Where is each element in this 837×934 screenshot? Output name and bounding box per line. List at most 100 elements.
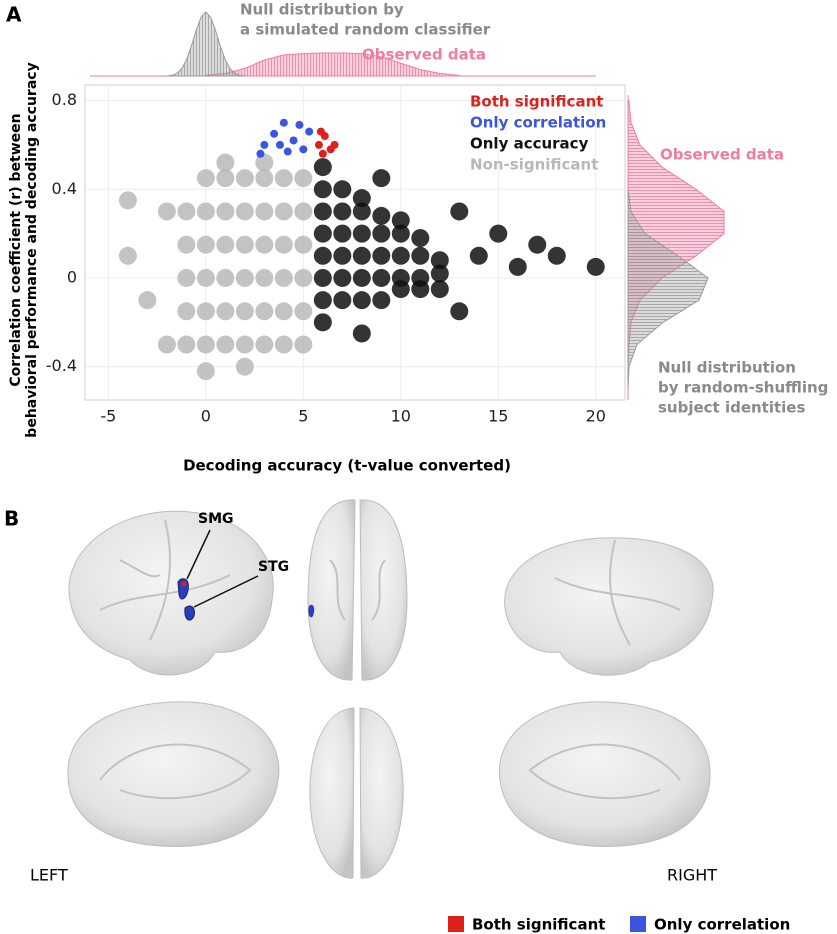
annotation: Null distribution by [240,1,404,19]
scatter-point [118,191,137,210]
callouts [186,529,259,608]
scatter-point [255,335,274,354]
scatter-point [352,189,371,208]
y-axis-label: behavioral performance and decoding accu… [24,62,40,437]
scatter-point [372,206,391,225]
scatter-point [333,202,352,221]
significant-regions [177,578,315,621]
scatter-point [333,246,352,265]
scatter-point [333,224,352,243]
panel-label: A [6,3,22,27]
marginal-distribution [627,189,709,389]
scatter-point [313,224,332,243]
stg-region [184,605,195,621]
scatter-point [313,246,332,265]
scatter-point [391,268,410,287]
scatter-point [372,169,391,188]
legend-entry: Both significant [472,916,605,934]
marginal-distribution [166,11,245,77]
scatter-point [489,224,508,243]
scatter-point [177,268,196,287]
scatter-point [352,291,371,310]
brain-surfaces [67,499,714,879]
scatter-point [196,202,215,221]
scatter-point [177,202,196,221]
scatter-point [216,153,235,172]
brain-right-medial [498,701,711,847]
legend-entry: Both significant [470,93,603,111]
scatter-point [255,153,274,172]
scatter-point [508,257,527,276]
scatter-point [352,268,371,287]
scatter-point [235,169,254,188]
scatter-point [216,335,235,354]
scatter-point [235,302,254,321]
scatter-point [255,169,274,188]
y-tick-label: 0 [67,267,77,286]
x-tick-label: 15 [488,407,508,426]
scatter-point [294,202,313,221]
scatter-point [255,235,274,254]
scatter-point [274,169,293,188]
scatter-point [313,291,332,310]
scatter-point [279,118,288,127]
scatter-point [411,246,430,265]
scatter-point [352,324,371,343]
scatter-point [391,224,410,243]
scatter-point [274,235,293,254]
scatter-point [450,202,469,221]
scatter-point [411,268,430,287]
y-tick-label: 0.4 [52,179,77,198]
scatter-point [294,268,313,287]
scatter-point [283,147,292,156]
scatter-point [157,335,176,354]
scatter-point [330,140,339,149]
x-axis-label: Decoding accuracy (t-value converted) [183,457,511,475]
panel-label: B [4,507,19,531]
scatter-point [430,251,449,270]
y-tick-label: -0.4 [46,356,77,375]
scatter-point [469,246,488,265]
scatter-point [313,202,332,221]
scatter-point [450,302,469,321]
scatter-point [274,335,293,354]
scatter-point [196,268,215,287]
y-axis-label: Correlation coefficient (r) between [8,113,24,386]
scatter-point [372,291,391,310]
scatter-point [274,302,293,321]
scatter-point [313,313,332,332]
scatter-point [411,229,430,248]
annotation: Observed data [660,146,784,164]
marginal-distribution [205,52,460,77]
scatter-point [352,224,371,243]
scatter-point [255,202,274,221]
scatter-point [235,202,254,221]
scatter-point [299,145,308,154]
annotation: subject identities [658,399,805,417]
scatter-point [216,202,235,221]
region-label: SMG [198,511,234,527]
hemisphere-label: LEFT [30,866,68,885]
scatter-point [528,235,547,254]
y-tick-label: 0.8 [52,90,77,109]
legend-swatch [630,916,646,932]
x-tick-label: 0 [201,407,211,426]
scatter-point [586,257,605,276]
scatter-point [294,302,313,321]
scatter-point [275,140,284,149]
brain-dorsal-right [359,499,408,681]
scatter-point [333,268,352,287]
scatter-point [313,180,332,199]
scatter-point [295,120,304,129]
annotation: by random-shuffling [658,379,828,397]
scatter-point [316,127,325,136]
scatter-point [294,169,313,188]
scatter-point [177,335,196,354]
scatter-point [255,268,274,287]
scatter-point [372,268,391,287]
scatter-point [333,291,352,310]
x-tick-label: 20 [586,407,606,426]
brain-ventral-left [309,707,355,879]
legend-entry: Only correlation [654,916,790,934]
brain-right-lateral [504,537,714,676]
